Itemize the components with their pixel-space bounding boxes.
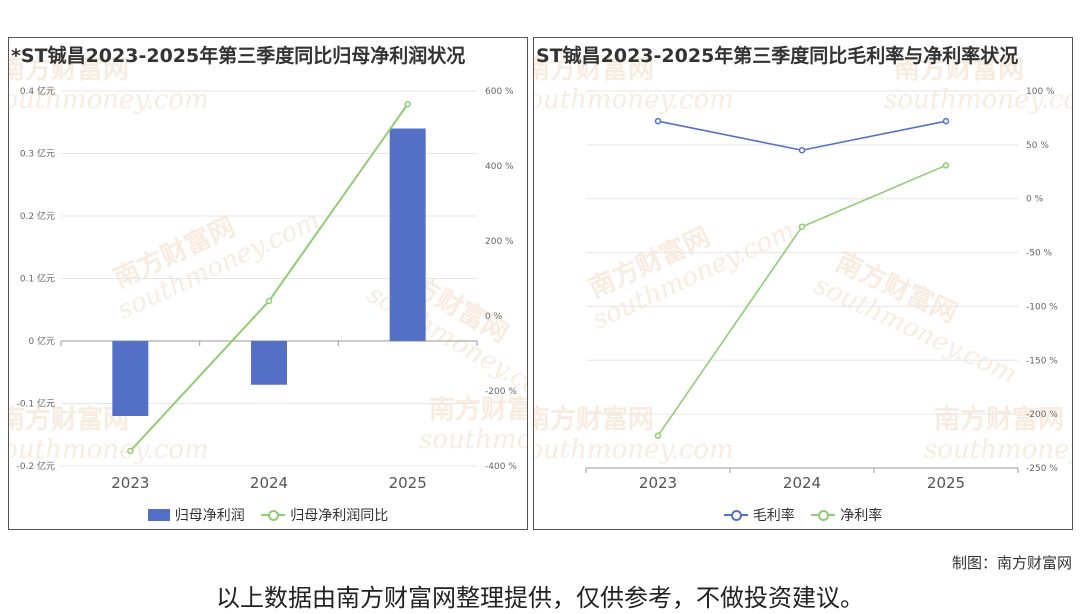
watermark-brand: 南方财富网 bbox=[429, 394, 528, 425]
x-tick-label: 2023 bbox=[111, 474, 149, 492]
y-right-tick-label: 100 % bbox=[1026, 87, 1055, 97]
chart-legend: 毛利率 净利率 bbox=[534, 505, 1072, 525]
y-right-tick-label: 200 % bbox=[485, 237, 514, 247]
watermark-url: southmoney.com bbox=[9, 85, 209, 115]
y-left-tick-label: 0.1 亿元 bbox=[20, 273, 55, 285]
legend-item-gross-margin[interactable]: 毛利率 bbox=[723, 505, 795, 525]
watermark-url: southmoney.com bbox=[884, 85, 1073, 115]
legend-label: 归母净利润同比 bbox=[290, 508, 389, 524]
point-net-margin bbox=[654, 432, 662, 439]
point-gross-margin bbox=[654, 117, 662, 125]
x-tick-label: 2024 bbox=[250, 474, 288, 492]
legend-line-swatch bbox=[723, 509, 748, 521]
disclaimer-note: 以上数据由南方财富网整理提供，仅供参考，不做投资建议。 bbox=[216, 584, 864, 612]
watermark-brand: 南方财富网 bbox=[534, 404, 654, 435]
legend-line-swatch bbox=[811, 509, 836, 521]
chart-credit: 制图：南方财富网 bbox=[951, 554, 1072, 572]
y-left-tick-label: -0.1 亿元 bbox=[17, 398, 55, 410]
y-right-tick-label: -250 % bbox=[1026, 464, 1058, 474]
watermark-brand: 南方财富网 bbox=[9, 54, 129, 85]
x-tick-label: 2024 bbox=[783, 474, 821, 492]
y-right-tick-label: -100 % bbox=[1026, 302, 1058, 312]
watermark-brand: 南方财富网 bbox=[934, 404, 1064, 435]
y-right-tick-label: -400 % bbox=[485, 462, 517, 472]
point-gross-margin bbox=[798, 146, 806, 154]
y-left-tick-label: 0.4 亿元 bbox=[20, 85, 55, 97]
watermark-url: southmoney.com bbox=[419, 425, 528, 455]
legend-item-net-margin[interactable]: 净利率 bbox=[811, 505, 882, 525]
series-line-gross-margin bbox=[657, 120, 947, 152]
watermark-url: southmoney.com bbox=[534, 85, 734, 115]
watermark-url: southmoney.com bbox=[924, 435, 1073, 465]
x-tick-label: 2025 bbox=[927, 474, 965, 492]
y-right-tick-label: 0 % bbox=[1026, 195, 1044, 205]
x-tick-label: 2023 bbox=[639, 474, 677, 492]
bar-net-profit bbox=[251, 341, 287, 385]
bar-net-profit bbox=[112, 341, 149, 416]
legend-label: 归母净利润 bbox=[174, 508, 245, 524]
y-right-tick-label: -50 % bbox=[1026, 249, 1053, 259]
watermark-brand: 南方财富网 bbox=[894, 54, 1024, 85]
legend-label: 毛利率 bbox=[752, 508, 795, 524]
chart-legend: 归母净利润 归母净利润同比 bbox=[9, 505, 527, 525]
legend-item-net-profit-yoy[interactable]: 归母净利润同比 bbox=[261, 505, 388, 525]
y-right-tick-label: -200 % bbox=[1026, 410, 1058, 420]
legend-label: 净利率 bbox=[840, 508, 883, 524]
watermark-brand: 南方财富网 bbox=[534, 54, 654, 85]
y-right-tick-label: 600 % bbox=[485, 87, 514, 97]
y-right-tick-label: 400 % bbox=[485, 162, 514, 172]
legend-line-swatch bbox=[261, 509, 286, 521]
bar-net-profit bbox=[389, 128, 426, 341]
watermark-url: southmoney.com bbox=[9, 435, 209, 465]
y-left-tick-label: -0.2 亿元 bbox=[17, 460, 55, 472]
y-right-tick-label: -150 % bbox=[1026, 356, 1058, 366]
chart-panel-net-profit: 南方财富网 southmoney.com 南方财富网 southmoney.com 南方… bbox=[8, 37, 528, 530]
y-right-tick-label: -200 % bbox=[485, 387, 517, 397]
chart-title: ST铖昌2023-2025年第三季度同比毛利率与净利率状况 bbox=[536, 45, 1019, 67]
legend-bar-swatch bbox=[147, 509, 170, 521]
chart-panel-margins: 南方财富网 southmoney.com 南方财富网 southmoney.com 南方… bbox=[533, 37, 1073, 530]
watermark-brand: 南方财富网 bbox=[9, 404, 129, 435]
y-right-tick-label: 0 % bbox=[485, 312, 503, 322]
point-net-margin bbox=[798, 223, 806, 230]
y-left-tick-label: 0.3 亿元 bbox=[20, 148, 55, 160]
chart-title: *ST铖昌2023-2025年第三季度同比归母净利润状况 bbox=[11, 45, 466, 67]
point-net-profit-yoy bbox=[265, 297, 273, 305]
point-net-profit-yoy bbox=[127, 447, 134, 455]
point-net-profit-yoy bbox=[404, 100, 411, 108]
point-gross-margin bbox=[942, 117, 950, 125]
legend-item-net-profit[interactable]: 归母净利润 bbox=[147, 505, 245, 525]
point-net-margin bbox=[942, 162, 950, 169]
watermark-url: southmoney.com bbox=[534, 435, 734, 465]
y-left-tick-label: 0 亿元 bbox=[28, 335, 55, 347]
x-tick-label: 2025 bbox=[389, 474, 427, 492]
y-right-tick-label: 50 % bbox=[1026, 141, 1049, 151]
y-left-tick-label: 0.2 亿元 bbox=[20, 210, 55, 222]
